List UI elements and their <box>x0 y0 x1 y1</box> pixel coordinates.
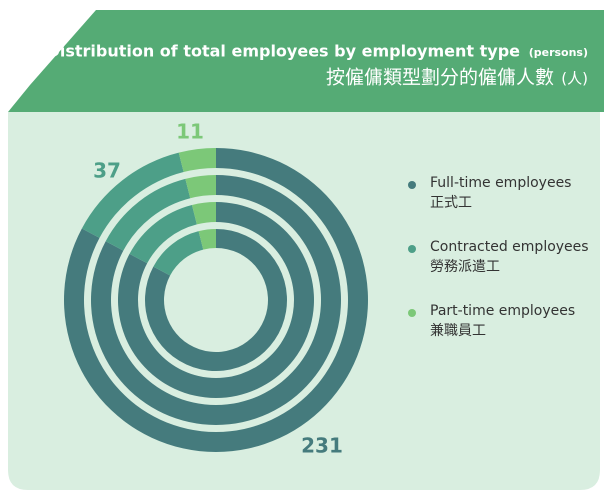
data-label: 37 <box>93 159 121 183</box>
chart-subtitle: 按僱傭類型劃分的僱傭人數 <box>326 67 554 89</box>
legend-label: Contracted employees <box>430 239 589 255</box>
data-label: 11 <box>176 120 204 144</box>
chart-subtitle-unit: (人) <box>561 70 588 88</box>
donut-segment <box>178 148 216 250</box>
data-label: 231 <box>301 434 343 458</box>
donut-segment <box>63 148 368 452</box>
legend-dot <box>408 245 416 253</box>
legend-label: Part-time employees <box>430 303 575 319</box>
header <box>8 10 604 112</box>
donut-segment <box>81 152 204 276</box>
chart-title-unit: (persons) <box>529 46 588 59</box>
legend-dot <box>408 309 416 317</box>
legend-label-zh: 兼職員工 <box>430 323 486 339</box>
legend-label-zh: 勞務派遣工 <box>430 259 500 275</box>
legend-dot <box>408 181 416 189</box>
chart-title: Distribution of total employees by emplo… <box>47 42 521 61</box>
legend-label-zh: 正式工 <box>430 195 472 211</box>
legend-label: Full-time employees <box>430 175 571 191</box>
